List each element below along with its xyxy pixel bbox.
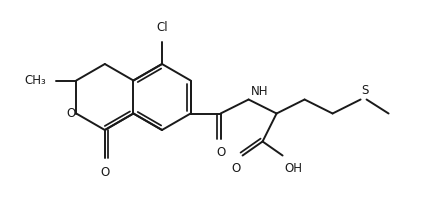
Text: CH₃: CH₃ (25, 74, 46, 87)
Text: O: O (67, 107, 76, 120)
Text: O: O (231, 162, 241, 175)
Text: O: O (216, 146, 225, 159)
Text: OH: OH (285, 162, 302, 175)
Text: Cl: Cl (156, 21, 168, 34)
Text: O: O (100, 166, 110, 179)
Text: NH: NH (250, 85, 268, 98)
Text: S: S (362, 84, 369, 97)
